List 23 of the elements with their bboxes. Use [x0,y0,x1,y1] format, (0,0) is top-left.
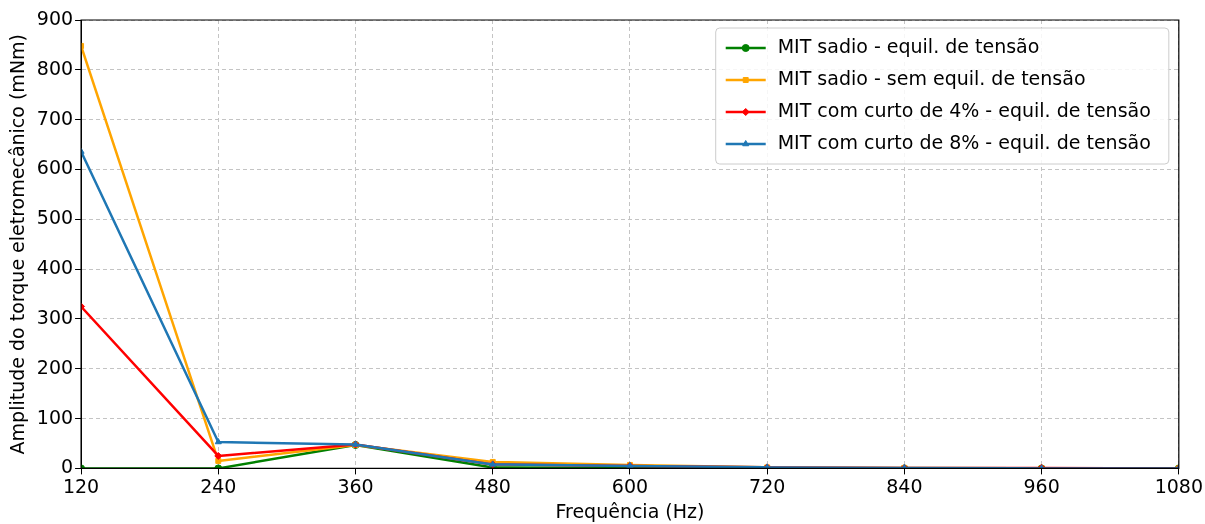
x-tick-label: 1080 [1154,474,1203,497]
y-tick-label: 700 [36,106,74,129]
x-tick-label: 840 [886,474,923,497]
y-tick-label: 300 [36,305,74,328]
legend-label: MIT com curto de 8% - equil. de tensão [777,130,1151,153]
y-tick-label: 200 [36,355,74,378]
x-tick-label: 240 [200,474,237,497]
y-tick-label: 100 [36,405,74,428]
legend-label: MIT com curto de 4% - equil. de tensão [777,98,1151,121]
y-tick-label: 900 [36,6,74,29]
x-tick-label: 360 [337,474,374,497]
y-tick-label: 500 [36,206,74,229]
x-tick-label: 600 [611,474,649,497]
legend-label: MIT sadio - sem equil. de tensão [777,66,1086,89]
y-tick-label: 600 [36,156,74,179]
x-tick-label: 480 [474,474,511,497]
x-tick-label: 720 [749,474,786,497]
y-tick-label: 800 [36,56,74,79]
x-tick-label: 960 [1023,474,1060,497]
x-axis-title: Frequência (Hz) [555,499,705,522]
y-axis-title: Amplitude do torque eletromecânico (mNm) [6,33,29,455]
y-tick-label: 400 [36,256,74,279]
legend-label: MIT sadio - equil. de tensão [777,34,1040,57]
